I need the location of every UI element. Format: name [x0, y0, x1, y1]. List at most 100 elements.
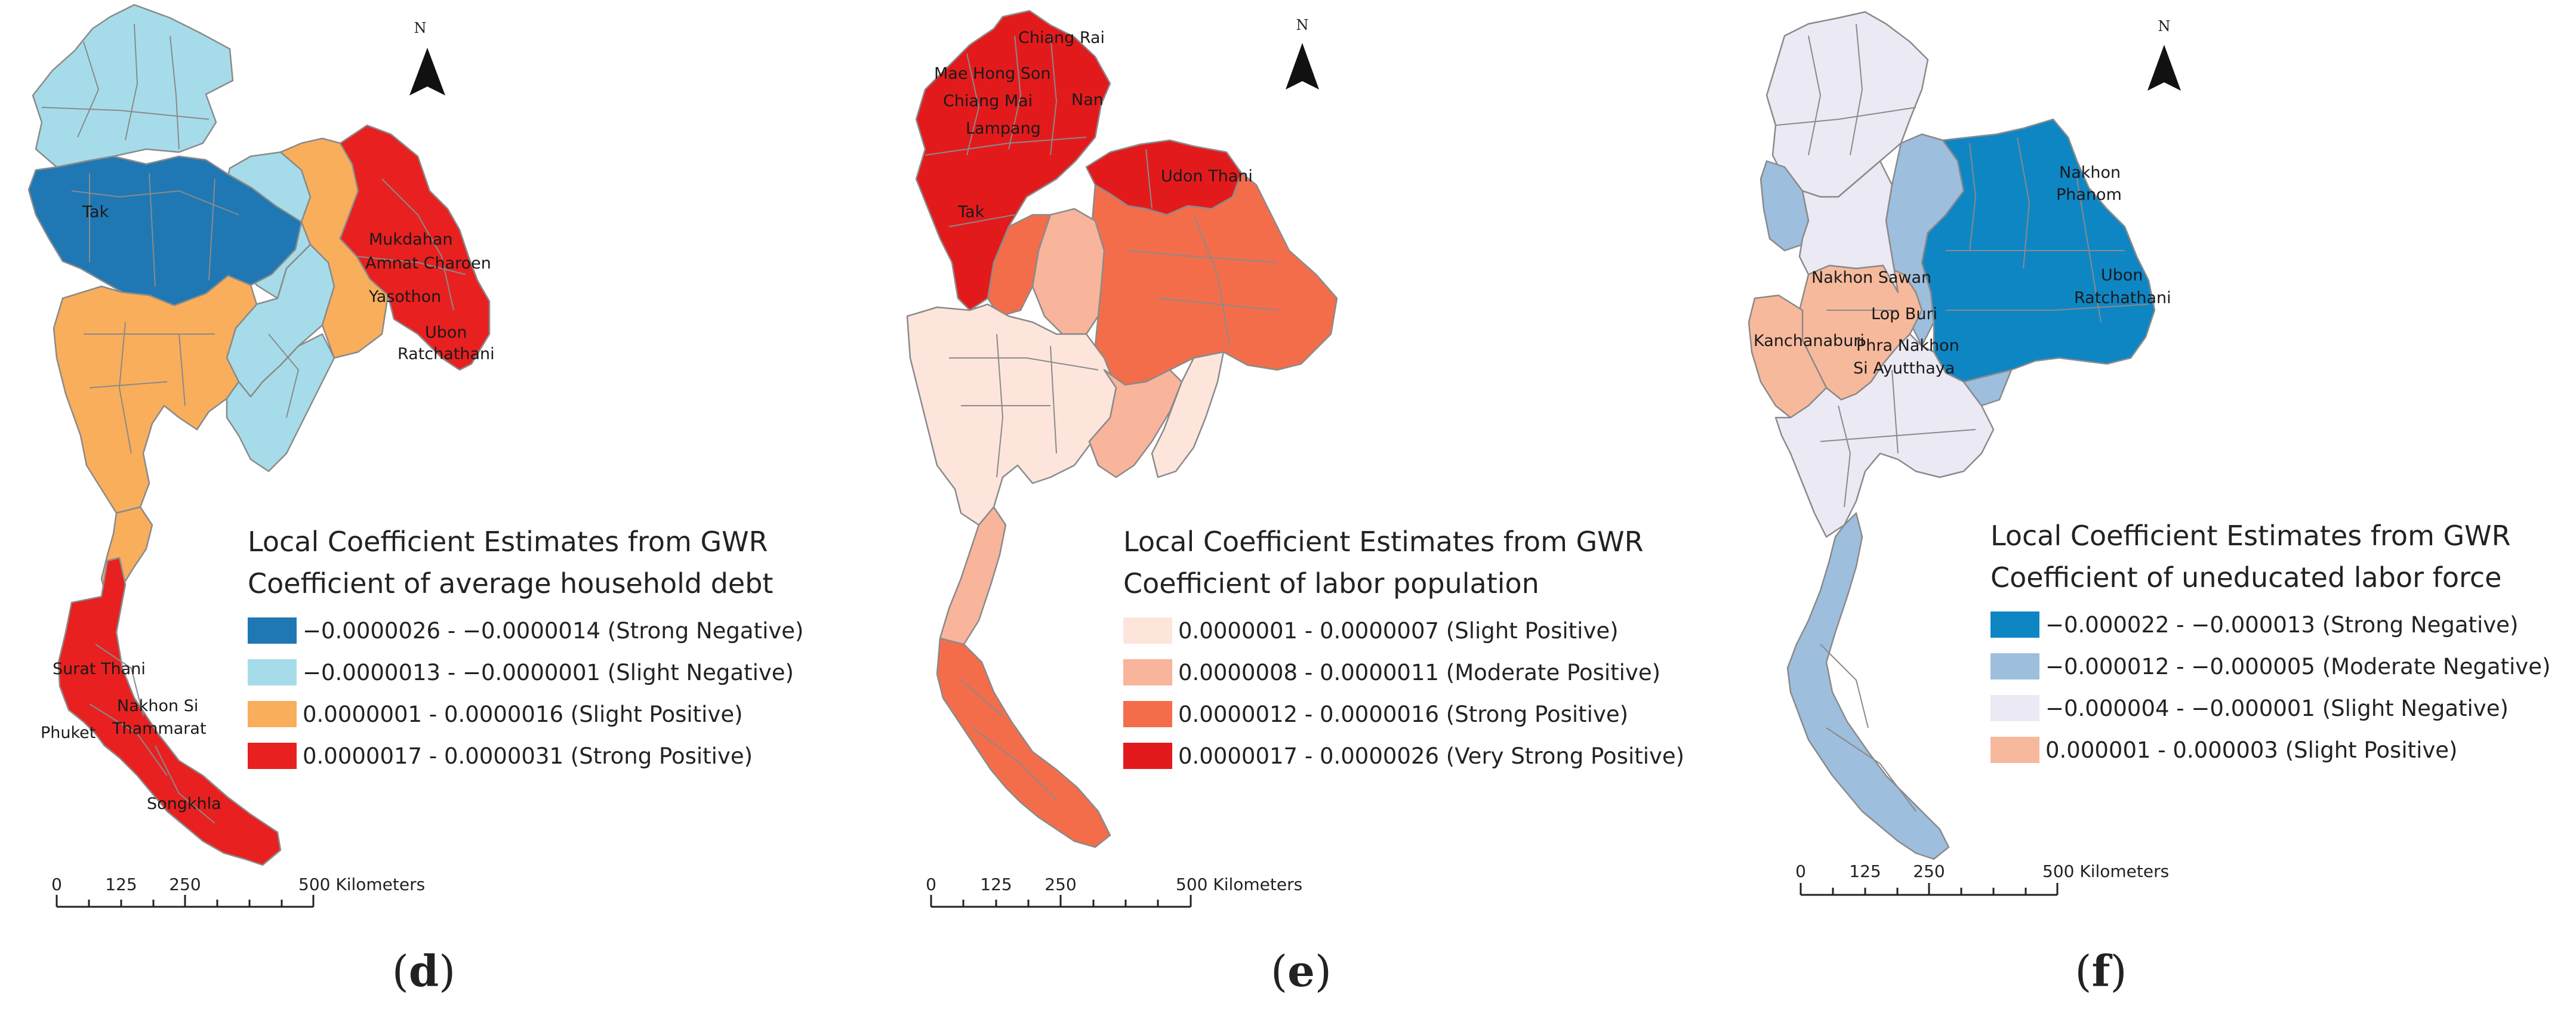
label-chiang-mai: Chiang Mai	[943, 92, 1033, 110]
legend-swatch	[1990, 737, 2039, 763]
legend-d: Local Coefficient Estimates from GWR Coe…	[248, 525, 803, 777]
legend-swatch	[1123, 617, 1172, 644]
legend-item: 0.0000001 - 0.0000016 (Slight Positive)	[248, 693, 803, 735]
legend-item: 0.0000017 - 0.0000031 (Strong Positive)	[248, 735, 803, 777]
region-south	[1786, 512, 1950, 860]
region-central	[53, 274, 258, 514]
label-songkhla: Songkhla	[147, 795, 221, 813]
legend-swatch	[248, 659, 297, 685]
label-phuket: Phuket	[41, 724, 95, 742]
region-ne-strong	[339, 124, 491, 371]
region-east-slight	[1151, 351, 1225, 478]
region-lower-central	[1774, 333, 1995, 538]
legend-title: Local Coefficient Estimates from GWR	[1123, 526, 1644, 558]
legend-swatch	[1990, 611, 2039, 638]
svg-text:N: N	[414, 20, 427, 36]
legend-label: −0.000022 - −0.000013 (Strong Negative)	[2045, 611, 2519, 638]
legend-label: 0.0000017 - 0.0000026 (Very Strong Posit…	[1178, 743, 1685, 769]
map-panel-e: Chiang Rai Mae Hong Son Chiang Mai Nan L…	[859, 0, 1719, 1010]
label-ubon: Ubon	[425, 323, 467, 342]
legend-item: 0.0000008 - 0.0000011 (Moderate Positive…	[1123, 651, 1684, 693]
legend-label: −0.0000013 - −0.0000001 (Slight Negative…	[303, 659, 794, 685]
label-chiang-rai: Chiang Rai	[1018, 29, 1105, 47]
label-tak: Tak	[82, 203, 109, 221]
legend-swatch	[248, 701, 297, 727]
scale-bar	[1799, 883, 2059, 896]
north-arrow-icon: N	[409, 20, 445, 95]
region-east-moderate	[1962, 369, 2013, 407]
scale-label-250: 250	[169, 875, 201, 894]
label-ubon: Ubon	[2101, 266, 2143, 285]
legend-item: 0.0000001 - 0.0000007 (Slight Positive)	[1123, 610, 1684, 651]
scale-label-125: 125	[980, 875, 1012, 894]
legend-f: Local Coefficient Estimates from GWR Coe…	[1990, 519, 2550, 771]
label-nakhon: Nakhon	[2059, 163, 2121, 182]
map-panel-f: Nakhon Phanom Nakhon Sawan Ubon Ratchath…	[1719, 0, 2576, 1010]
legend-item: 0.000001 - 0.000003 (Slight Positive)	[1990, 729, 2550, 771]
thailand-map-f: Nakhon Phanom Nakhon Sawan Ubon Ratchath…	[1748, 11, 2181, 896]
legend-swatch	[248, 743, 297, 769]
legend-label: −0.000004 - −0.000001 (Slight Negative)	[2045, 695, 2509, 721]
label-kanchanaburi: Kanchanaburi	[1754, 332, 1865, 350]
legend-label: 0.000001 - 0.000003 (Slight Positive)	[2045, 737, 2458, 763]
svg-text:N: N	[1296, 17, 1309, 33]
label-nakhon-sawan: Nakhon Sawan	[1811, 268, 1931, 287]
north-arrow-icon: N	[1286, 17, 1319, 89]
region-southeast	[226, 333, 335, 472]
label-thammarat: Thammarat	[112, 719, 207, 738]
legend-label: 0.0000017 - 0.0000031 (Strong Positive)	[303, 743, 753, 769]
legend-label: 0.0000001 - 0.0000007 (Slight Positive)	[1178, 617, 1619, 644]
legend-swatch	[1990, 695, 2039, 721]
scale-label-0: 0	[51, 875, 62, 894]
legend-swatch	[248, 617, 297, 644]
legend-swatch	[1123, 659, 1172, 685]
label-amnat-charoen: Amnat Charoen	[365, 254, 491, 273]
label-lop-buri: Lop Buri	[1871, 305, 1937, 323]
label-phanom: Phanom	[2056, 186, 2122, 204]
scale-bar	[930, 895, 1192, 908]
legend-swatch	[1123, 743, 1172, 769]
scale-label-500: 500 Kilometers	[1176, 875, 1302, 894]
label-nakhon-si: Nakhon Si	[117, 697, 198, 715]
region-southeast	[1088, 369, 1183, 478]
label-udon-thani: Udon Thani	[1161, 167, 1253, 186]
label-tak: Tak	[957, 203, 985, 221]
scale-label-250: 250	[1913, 861, 1945, 881]
thailand-map-e: Chiang Rai Mae Hong Son Chiang Mai Nan L…	[906, 10, 1338, 908]
label-surat-thani: Surat Thani	[53, 660, 146, 678]
legend-label: −0.0000026 - −0.0000014 (Strong Negative…	[303, 617, 804, 644]
scale-label-0: 0	[926, 875, 936, 894]
label-nan: Nan	[1071, 91, 1104, 109]
label-yasothon: Yasothon	[368, 288, 441, 306]
region-north	[32, 4, 234, 168]
legend-swatch	[1990, 653, 2039, 679]
legend-swatch	[1123, 701, 1172, 727]
panel-label-e: (e)	[1271, 946, 1332, 996]
legend-title: Local Coefficient Estimates from GWR	[248, 526, 768, 558]
legend-label: −0.000012 - −0.000005 (Moderate Negative…	[2045, 653, 2551, 679]
region-tak	[987, 214, 1052, 317]
legend-subtitle: Coefficient of average household debt	[248, 567, 774, 600]
region-peninsula-upper	[939, 506, 1007, 657]
legend-e: Local Coefficient Estimates from GWR Coe…	[1123, 525, 1684, 777]
scale-label-500: 500 Kilometers	[2042, 861, 2169, 881]
legend-item: −0.0000026 - −0.0000014 (Strong Negative…	[248, 610, 803, 651]
legend-item: −0.000012 - −0.000005 (Moderate Negative…	[1990, 645, 2550, 687]
scale-label-125: 125	[1849, 861, 1881, 881]
legend-subtitle: Coefficient of uneducated labor force	[1990, 561, 2502, 594]
label-ratchathani: Ratchathani	[2074, 289, 2171, 307]
panel-label-f: (f)	[2075, 946, 2127, 996]
legend-label: 0.0000012 - 0.0000016 (Strong Positive)	[1178, 701, 1629, 727]
legend-item: −0.000004 - −0.000001 (Slight Negative)	[1990, 687, 2550, 729]
label-lampang: Lampang	[966, 119, 1041, 138]
label-phra-nakhon: Phra Nakhon	[1856, 336, 1959, 355]
panel-label-d: (d)	[392, 946, 456, 996]
scale-label-500: 500 Kilometers	[298, 875, 425, 894]
legend-subtitle: Coefficient of labor population	[1123, 567, 1539, 600]
thailand-map-d: Tak Mukdahan Amnat Charoen Yasothon Ubon…	[27, 4, 495, 908]
region-central-negative	[1798, 160, 1899, 294]
legend-item: 0.0000012 - 0.0000016 (Strong Positive)	[1123, 693, 1684, 735]
scale-label-0: 0	[1795, 861, 1806, 881]
scale-bar	[56, 895, 315, 908]
map-panel-d: Tak Mukdahan Amnat Charoen Yasothon Ubon…	[0, 0, 859, 1010]
